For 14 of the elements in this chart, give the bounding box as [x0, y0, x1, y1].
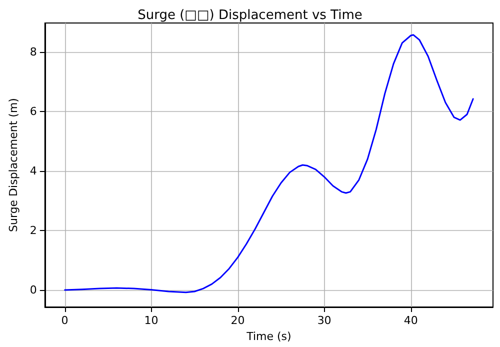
line-series [64, 34, 474, 294]
x-tick-label: 0 [61, 314, 68, 327]
y-tick-label: 2 [30, 224, 37, 237]
chart-title: Surge (□□) Displacement vs Time [138, 8, 362, 23]
x-tick-label: 20 [230, 314, 245, 327]
y-tick-label: 6 [30, 104, 37, 118]
x-tick-label: 30 [317, 314, 332, 327]
x-tick-label: 10 [144, 314, 158, 327]
y-axis-title: Surge Displacement (m) [7, 98, 20, 232]
y-tick-label: 4 [30, 164, 37, 178]
y-tick-label: 0 [30, 284, 37, 297]
y-tick-label: 8 [30, 45, 37, 58]
x-tick-label: 40 [404, 314, 418, 327]
x-axis-title: Time (s) [246, 330, 292, 343]
